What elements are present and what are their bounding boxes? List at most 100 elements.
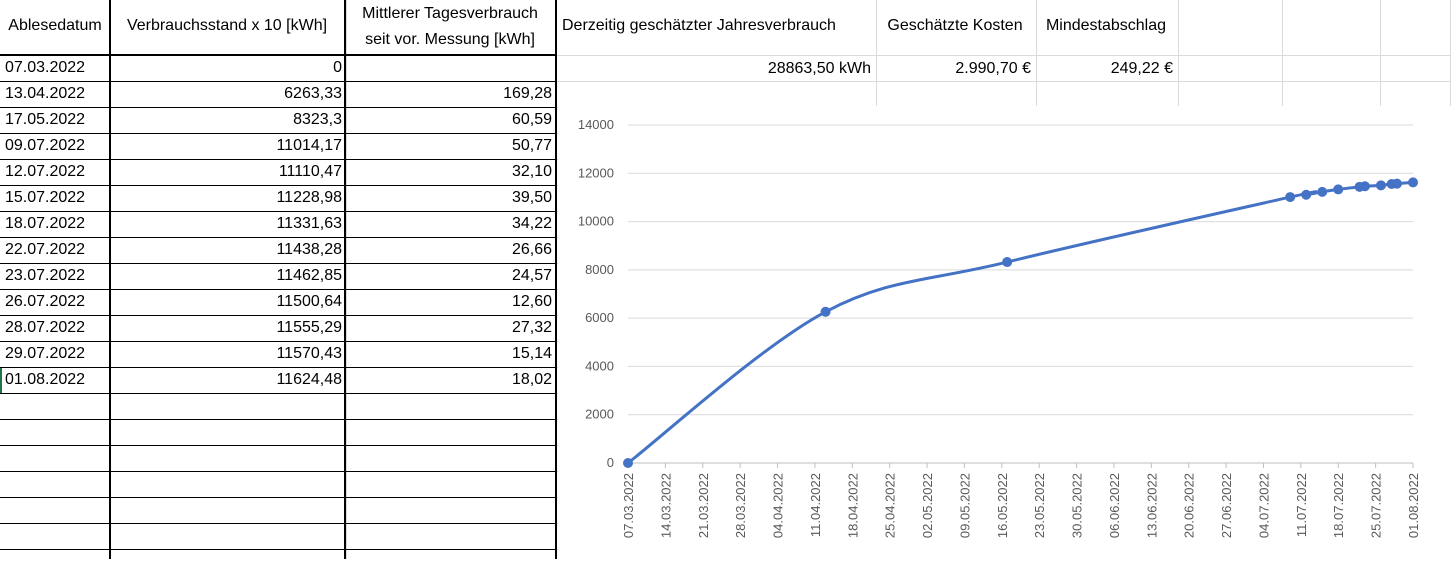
table-cell-date[interactable]: 26.07.2022 — [5, 293, 86, 310]
table-cell-date[interactable]: 13.04.2022 — [5, 85, 86, 102]
table-cell-avg[interactable] — [346, 58, 555, 81]
table-border — [0, 393, 557, 394]
header-date[interactable]: Ablesedatum — [8, 17, 102, 34]
x-tick-label: 18.04.2022 — [845, 473, 860, 538]
x-tick-label: 25.07.2022 — [1369, 473, 1384, 538]
table-cell-date[interactable] — [1, 474, 109, 497]
table-cell-avg[interactable]: 26,66 — [511, 241, 552, 258]
table-cell-avg[interactable]: 18,02 — [511, 371, 552, 388]
table-cell-avg[interactable]: 24,57 — [511, 267, 552, 284]
summary-min-value[interactable]: 249,22 € — [1110, 60, 1173, 77]
table-cell-reading[interactable]: 11624,48 — [276, 371, 342, 388]
table-cell-avg[interactable]: 60,59 — [511, 111, 552, 128]
table-cell-reading[interactable]: 0 — [333, 59, 342, 76]
x-tick-label: 11.04.2022 — [808, 473, 823, 537]
table-cell-avg[interactable] — [346, 526, 555, 549]
table-border — [0, 185, 557, 186]
table-cell-date[interactable] — [1, 500, 109, 523]
table-cell-reading[interactable] — [110, 448, 345, 471]
y-tick-label: 12000 — [578, 165, 614, 180]
table-cell-reading[interactable]: 11331,63 — [276, 215, 342, 232]
table-cell-reading[interactable]: 6263,33 — [284, 85, 342, 102]
table-cell-avg[interactable]: 169,28 — [503, 85, 552, 102]
table-cell-avg[interactable] — [346, 422, 555, 445]
table-cell-reading[interactable]: 11110,47 — [278, 163, 342, 180]
summary-min-label[interactable]: Mindestabschlag — [1045, 17, 1167, 34]
summary-cost-value[interactable]: 2.990,70 € — [955, 60, 1031, 77]
table-cell-avg[interactable]: 32,10 — [511, 163, 552, 180]
table-border — [0, 133, 557, 134]
x-tick-label: 28.03.2022 — [733, 473, 748, 538]
summary-yearly-label[interactable]: Derzeitig geschätzter Jahresverbrauch — [562, 17, 836, 34]
table-cell-avg[interactable] — [346, 474, 555, 497]
table-cell-date[interactable]: 09.07.2022 — [5, 137, 86, 154]
x-tick-label: 18.07.2022 — [1331, 473, 1346, 538]
table-cell-date[interactable] — [1, 396, 109, 419]
table-cell-reading[interactable]: 11570,43 — [276, 345, 342, 362]
data-point — [1301, 189, 1312, 200]
table-border — [0, 419, 557, 420]
table-cell-reading[interactable] — [110, 474, 345, 497]
header-avg-line1[interactable]: Mittlerer Tagesverbrauch — [362, 5, 538, 22]
table-border — [0, 445, 557, 446]
table-cell-date[interactable]: 12.07.2022 — [5, 163, 86, 180]
x-tick-label: 04.07.2022 — [1256, 473, 1271, 538]
table-cell-reading[interactable]: 11555,29 — [276, 319, 342, 336]
data-point — [623, 458, 633, 468]
table-cell-date[interactable]: 23.07.2022 — [5, 267, 86, 284]
table-cell-avg[interactable] — [346, 448, 555, 471]
table-cell-reading[interactable] — [110, 422, 345, 445]
table-cell-date[interactable] — [1, 448, 109, 471]
table-border — [0, 497, 557, 498]
table-cell-date[interactable]: 17.05.2022 — [5, 111, 86, 128]
table-cell-reading[interactable]: 11438,28 — [276, 241, 342, 258]
table-cell-reading[interactable] — [110, 526, 345, 549]
y-tick-label: 4000 — [585, 358, 614, 373]
table-cell-avg[interactable]: 15,14 — [511, 345, 552, 362]
summary-cost-label[interactable]: Geschätzte Kosten — [887, 17, 1023, 34]
table-cell-avg[interactable]: 34,22 — [511, 215, 552, 232]
data-point — [1359, 181, 1370, 192]
table-cell-date[interactable] — [1, 422, 109, 445]
table-cell-avg[interactable]: 50,77 — [511, 137, 552, 154]
table-cell-date[interactable]: 07.03.2022 — [5, 59, 86, 76]
table-cell-avg[interactable]: 39,50 — [511, 189, 552, 206]
table-cell-date[interactable]: 18.07.2022 — [5, 215, 86, 232]
x-tick-label: 09.05.2022 — [957, 473, 972, 538]
consumption-chart[interactable]: 0 2000 4000 6000 8000 10000 12000 14000 07.03.20… — [558, 106, 1451, 559]
x-tick-label: 25.04.2022 — [883, 473, 898, 538]
table-cell-reading[interactable] — [110, 500, 345, 523]
table-cell-avg[interactable] — [346, 500, 555, 523]
y-tick-label: 10000 — [578, 214, 614, 229]
table-cell-reading[interactable]: 11462,85 — [276, 267, 342, 284]
table-border — [0, 549, 557, 550]
data-point — [1408, 177, 1418, 188]
table-border — [0, 263, 557, 264]
table-cell-reading[interactable]: 11228,98 — [276, 189, 342, 206]
table-border — [0, 367, 557, 368]
table-border — [0, 237, 557, 238]
x-tick-label: 13.06.2022 — [1144, 473, 1159, 538]
x-tick-label: 01.08.2022 — [1406, 473, 1421, 538]
table-cell-reading[interactable]: 11014,17 — [276, 137, 342, 154]
header-avg-line2[interactable]: seit vor. Messung [kWh] — [365, 31, 535, 48]
table-cell-date[interactable]: 22.07.2022 — [5, 241, 86, 258]
data-point — [1333, 184, 1344, 195]
table-cell-date[interactable]: 15.07.2022 — [5, 189, 86, 206]
table-cell-avg[interactable] — [346, 396, 555, 419]
y-tick-label: 8000 — [585, 262, 614, 277]
table-cell-date[interactable] — [1, 526, 109, 549]
summary-yearly-value[interactable]: 28863,50 kWh — [767, 60, 871, 77]
y-tick-label: 2000 — [585, 407, 614, 422]
x-tick-label: 20.06.2022 — [1182, 473, 1197, 538]
table-cell-avg[interactable]: 12,60 — [511, 293, 552, 310]
table-cell-reading[interactable]: 8323,3 — [293, 111, 342, 128]
table-cell-avg[interactable]: 27,32 — [511, 319, 552, 336]
table-cell-date[interactable]: 28.07.2022 — [5, 319, 86, 336]
table-cell-reading[interactable] — [110, 396, 345, 419]
header-reading[interactable]: Verbrauchsstand x 10 [kWh] — [126, 17, 328, 34]
table-cell-reading[interactable]: 11500,64 — [276, 293, 342, 310]
data-point — [1317, 186, 1328, 197]
table-cell-date[interactable]: 01.08.2022 — [5, 371, 86, 388]
table-cell-date[interactable]: 29.07.2022 — [5, 345, 86, 362]
